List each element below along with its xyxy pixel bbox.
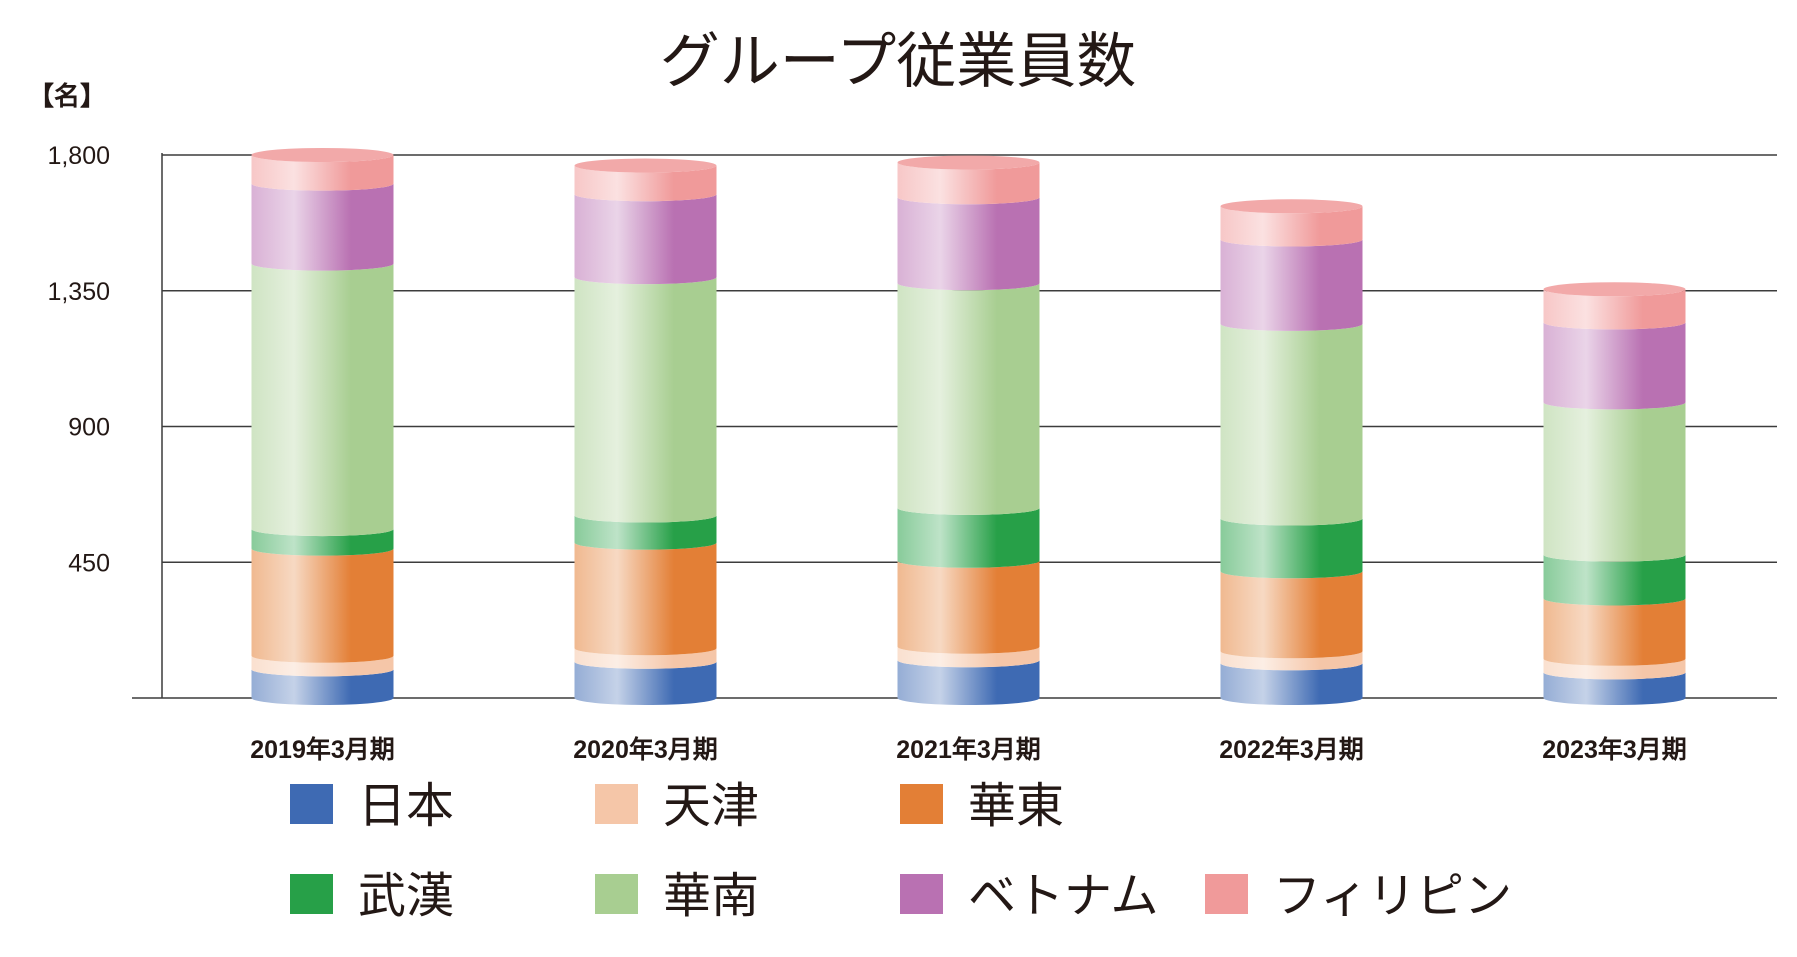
bar-segment bbox=[1220, 663, 1363, 705]
legend-label: 華東 bbox=[968, 778, 1064, 834]
bar-segment bbox=[251, 655, 394, 677]
legend-item: 日本 bbox=[290, 778, 454, 834]
legend-swatch bbox=[595, 784, 638, 824]
bar-segment bbox=[1543, 672, 1686, 705]
bar-segment bbox=[574, 661, 717, 705]
bar-segment bbox=[1543, 598, 1686, 666]
bar-segment bbox=[897, 283, 1040, 515]
bar-segment bbox=[1543, 322, 1686, 410]
y-tick-label: 900 bbox=[68, 414, 110, 442]
legend-item: 武漢 bbox=[290, 868, 454, 924]
bar-top-cap bbox=[897, 155, 1040, 170]
legend-item: フィリピン bbox=[1205, 868, 1512, 924]
legend-swatch bbox=[595, 874, 638, 914]
bar-segment bbox=[897, 507, 1040, 568]
x-tick-label: 2023年3月期 bbox=[1542, 735, 1687, 764]
bar-top-cap bbox=[1543, 282, 1686, 297]
x-tick-label: 2021年3月期 bbox=[896, 735, 1041, 764]
legend-label: 日本 bbox=[358, 778, 454, 834]
y-tick-label: 450 bbox=[68, 549, 110, 577]
bar-segment bbox=[574, 542, 717, 656]
bar-segment bbox=[897, 646, 1040, 668]
legend-swatch bbox=[1205, 874, 1248, 914]
bar-segment bbox=[1220, 651, 1363, 671]
bar-segment bbox=[574, 277, 717, 523]
legend-swatch bbox=[900, 784, 943, 824]
bar-segment bbox=[1543, 289, 1686, 330]
bar-segment bbox=[1220, 206, 1363, 247]
bar-segment bbox=[897, 660, 1040, 705]
bar-stack bbox=[251, 148, 394, 705]
bar-segment bbox=[574, 194, 717, 285]
bar-top-cap bbox=[574, 158, 717, 173]
y-axis-unit-label: 【名】 bbox=[28, 81, 106, 112]
x-axis-ticks: 2019年3月期 2020年3月期 2021年3月期 2022年3月期 2023年3月期 bbox=[250, 735, 1687, 764]
bar-stack bbox=[1220, 199, 1363, 705]
legend-label: 天津 bbox=[663, 778, 759, 834]
bar-segment bbox=[251, 183, 394, 271]
bar-stack bbox=[1543, 282, 1686, 705]
bar-segment bbox=[574, 515, 717, 550]
bar-segment bbox=[897, 197, 1040, 291]
bar-segment bbox=[1220, 239, 1363, 331]
x-tick-label: 2020年3月期 bbox=[573, 735, 718, 764]
bar-segment bbox=[1543, 402, 1686, 562]
bar-stack bbox=[574, 158, 717, 705]
legend-label: 華南 bbox=[663, 868, 759, 924]
x-tick-label: 2022年3月期 bbox=[1219, 735, 1364, 764]
bar-segment bbox=[251, 529, 394, 556]
y-tick-label: 1,800 bbox=[47, 142, 110, 170]
bar-segment bbox=[1543, 658, 1686, 680]
legend-item: 天津 bbox=[595, 778, 759, 834]
bars bbox=[251, 148, 1686, 705]
chart-title: グループ従業員数 bbox=[660, 27, 1136, 97]
legend-swatch bbox=[290, 874, 333, 914]
legend-item: ベトナム bbox=[900, 868, 1159, 924]
legend-label: 武漢 bbox=[358, 868, 454, 924]
y-tick-label: 1,350 bbox=[47, 278, 110, 306]
bar-segment bbox=[574, 165, 717, 202]
bar-segment bbox=[897, 162, 1040, 205]
bar-segment bbox=[1220, 518, 1363, 579]
bar-top-cap bbox=[1220, 199, 1363, 214]
bar-segment bbox=[1543, 554, 1686, 606]
legend-swatch bbox=[900, 874, 943, 914]
legend-label: ベトナム bbox=[968, 868, 1159, 924]
bar-segment bbox=[1220, 571, 1363, 659]
bar-segment bbox=[251, 669, 394, 705]
x-tick-label: 2019年3月期 bbox=[250, 735, 395, 764]
legend-swatch bbox=[290, 784, 333, 824]
bar-segment bbox=[897, 560, 1040, 654]
bar-stack bbox=[897, 155, 1040, 705]
bar-segment bbox=[251, 155, 394, 191]
legend-item: 華南 bbox=[595, 868, 759, 924]
bar-segment bbox=[574, 648, 717, 669]
bar-segment bbox=[1220, 323, 1363, 526]
legend-label: フィリピン bbox=[1273, 868, 1512, 924]
bar-top-cap bbox=[251, 148, 394, 162]
legend-item: 華東 bbox=[900, 778, 1064, 834]
bar-segment bbox=[251, 263, 394, 537]
y-axis-ticks: 1,800 1,350 900 450 bbox=[47, 142, 110, 577]
bar-segment bbox=[251, 548, 394, 663]
